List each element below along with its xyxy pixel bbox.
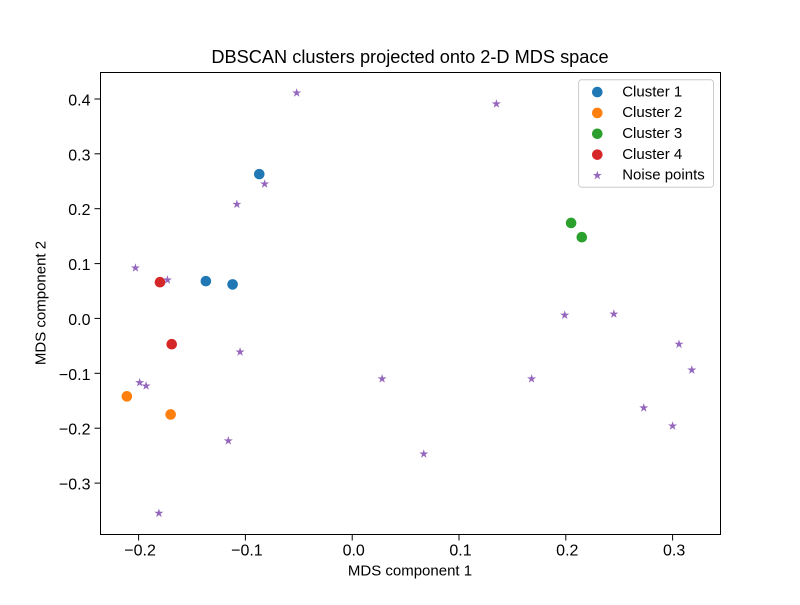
svg-text:0.1: 0.1 [449,543,471,560]
svg-text:0.0: 0.0 [68,312,90,329]
svg-text:−0.3: −0.3 [59,477,91,494]
svg-text:0.4: 0.4 [68,93,90,110]
svg-text:0.3: 0.3 [663,543,685,560]
svg-text:MDS component 1: MDS component 1 [348,563,472,580]
svg-text:Cluster 3: Cluster 3 [622,125,682,142]
svg-text:Cluster 1: Cluster 1 [622,83,682,100]
svg-text:DBSCAN clusters projected onto: DBSCAN clusters projected onto 2-D MDS s… [211,47,608,67]
svg-text:−0.1: −0.1 [59,367,91,384]
svg-text:0.2: 0.2 [556,543,578,560]
svg-text:0.0: 0.0 [343,543,365,560]
svg-text:MDS component 2: MDS component 2 [32,241,49,365]
svg-text:0.1: 0.1 [68,257,90,274]
svg-text:Cluster 4: Cluster 4 [622,146,682,163]
svg-text:Noise points: Noise points [622,167,705,184]
svg-text:0.3: 0.3 [68,147,90,164]
svg-text:−0.2: −0.2 [124,543,156,560]
svg-text:−0.2: −0.2 [59,422,91,439]
svg-text:0.2: 0.2 [68,202,90,219]
svg-text:Cluster 2: Cluster 2 [622,104,682,121]
svg-text:−0.1: −0.1 [231,543,263,560]
